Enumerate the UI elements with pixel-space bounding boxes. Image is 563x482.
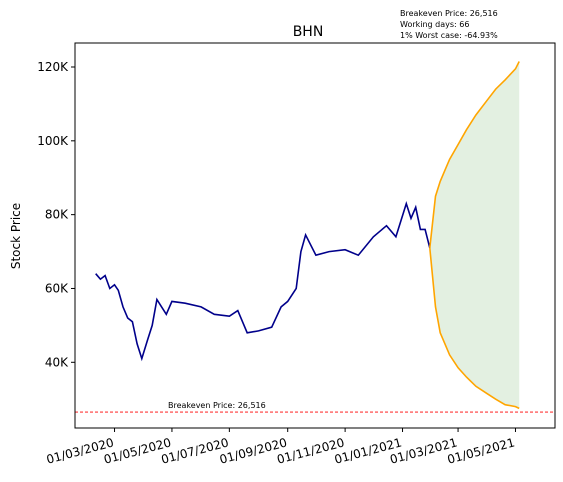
y-tick-label: 60K [45,281,69,295]
price-line [95,200,431,362]
annotation: 1% Worst case: -64.93% [400,31,498,40]
y-axis-label: Stock Price [9,203,23,269]
price-line [429,61,520,248]
y-tick-label: 40K [45,355,69,369]
plot-frame [74,42,556,429]
chart-title: BHN [293,24,324,40]
forecast-band [429,61,520,409]
y-tick-label: 120K [37,60,69,74]
annotation: Breakeven Price: 26,516 [400,9,498,18]
breakeven-label: Breakeven Price: 26,516 [168,401,266,410]
price-line [429,247,520,410]
annotation: Working days: 66 [400,20,469,29]
y-tick-label: 100K [37,134,69,148]
y-tick-label: 80K [45,208,69,222]
